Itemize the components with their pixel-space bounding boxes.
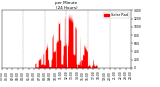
Title: Milwaukee Weather Solar Radiation
per Minute
(24 Hours): Milwaukee Weather Solar Radiation per Mi… [30, 0, 103, 10]
Legend: Solar Rad: Solar Rad [103, 12, 129, 18]
